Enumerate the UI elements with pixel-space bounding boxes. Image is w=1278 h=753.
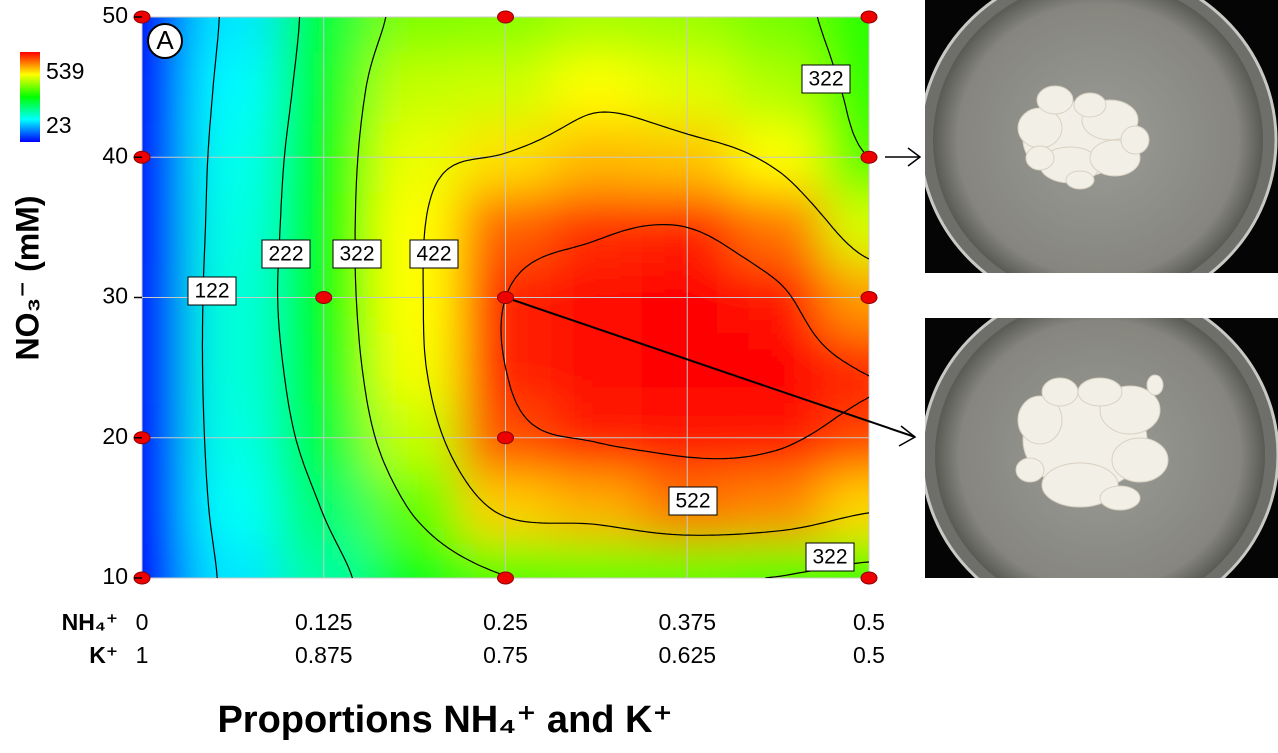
heatmap-cell	[823, 332, 869, 404]
contour-label-box	[409, 239, 459, 269]
x-tick-label: 0.125	[295, 609, 353, 635]
x-tick-label: 0.375	[658, 609, 716, 635]
heatmap-cell	[823, 472, 869, 544]
heatmap-cell	[550, 542, 643, 578]
contour-label: 322	[812, 546, 847, 569]
heatmap-cell	[550, 52, 643, 123]
x2-tick-label: 0.625	[658, 642, 716, 668]
heatmap-cell	[550, 192, 643, 263]
design-point	[497, 291, 514, 304]
contour-label: 422	[416, 243, 451, 266]
y-tick-label: 30	[102, 283, 128, 309]
heatmap-cell	[369, 542, 461, 578]
annotation-line	[505, 296, 916, 438]
contours	[201, 17, 869, 578]
annotations	[505, 296, 917, 447]
heatmap-cell	[550, 332, 643, 404]
heatmap-cell	[823, 17, 869, 53]
contour-label-box	[187, 276, 237, 306]
heatmap-cell	[369, 472, 461, 544]
y-tick-label: 50	[102, 2, 128, 28]
x-tick-label: 0.5	[853, 609, 885, 635]
arrow	[885, 147, 922, 167]
colorbar-min-label: 23	[46, 112, 72, 138]
heatmap-cell	[732, 192, 825, 263]
x2-tick-label: 0.5	[853, 642, 885, 668]
design-point	[860, 10, 878, 24]
contour-label: 122	[194, 280, 229, 303]
heatmap-cell	[732, 472, 825, 544]
heatmap-cell	[142, 192, 188, 263]
contour-line	[277, 17, 353, 578]
contour-labels: 122 222 322 422 522 322 322	[187, 64, 855, 572]
heatmap-cell	[187, 472, 279, 544]
contour-label: 322	[339, 243, 374, 266]
contour-label: 222	[268, 243, 303, 266]
contour-line	[201, 17, 220, 578]
design-point	[497, 10, 514, 24]
x2-tick-label: 0.875	[295, 642, 353, 668]
photo	[925, 318, 1278, 578]
colorbar-ramp	[20, 52, 40, 142]
contour-label: 522	[675, 490, 710, 513]
x-row-label: NH₄⁺	[62, 609, 118, 635]
heatmap-cell	[369, 52, 461, 123]
design-point	[497, 431, 514, 445]
design-point	[860, 571, 878, 585]
y-tick-label: 10	[102, 563, 128, 589]
contour-label-box	[801, 64, 851, 94]
x-row-label: K⁺	[89, 642, 118, 668]
heatmap-cell	[142, 332, 188, 404]
design-point	[315, 291, 333, 304]
x2-tick-label: 1	[136, 642, 149, 668]
contour-label-box	[332, 239, 382, 269]
x-axis-title: Proportions NH₄⁺ and K⁺	[217, 699, 672, 741]
heatmap-cell	[550, 17, 643, 53]
heatmap-cell	[187, 17, 279, 53]
contour-label-box	[668, 486, 718, 516]
contour-label-box	[805, 542, 855, 572]
photo	[925, 0, 1278, 273]
heatmap-cell	[142, 472, 188, 544]
panel-label-circle	[147, 23, 183, 59]
heatmap-cell	[550, 472, 643, 544]
contour-line	[500, 224, 869, 460]
y-tick-label: 20	[102, 423, 128, 449]
design-point	[860, 150, 878, 164]
x-tick-label: 0	[136, 609, 149, 635]
heatmap-cell	[369, 332, 461, 404]
panel-label: A	[156, 25, 174, 55]
heatmap-cell	[187, 542, 279, 578]
contour-label-box	[261, 239, 311, 269]
x2-tick-label: 0.75	[483, 642, 528, 668]
contour-line	[422, 111, 869, 536]
contour-label: 322	[808, 68, 843, 91]
arrow-head	[898, 425, 917, 447]
heatmap-cell	[187, 332, 279, 404]
axes: 0 1 0.125 0.875 0.25 0.75 0.375 0.625 0.5 0.5 10 20…	[102, 2, 885, 668]
design-point	[497, 571, 514, 585]
heatmap-cell	[142, 52, 188, 123]
heatmap-cell	[823, 192, 869, 263]
heatmap-cell	[187, 52, 279, 123]
y-axis-title: NO₃⁻ (mM)	[9, 196, 45, 361]
heatmap-cell	[732, 17, 825, 53]
design-point	[860, 291, 878, 304]
heatmap-cell	[142, 542, 188, 578]
heatmap-cell	[732, 332, 825, 404]
colorbar: 539 23	[20, 52, 84, 142]
colorbar-max-label: 539	[46, 58, 84, 84]
y-tick-label: 40	[102, 142, 128, 168]
x-tick-label: 0.25	[483, 609, 528, 635]
